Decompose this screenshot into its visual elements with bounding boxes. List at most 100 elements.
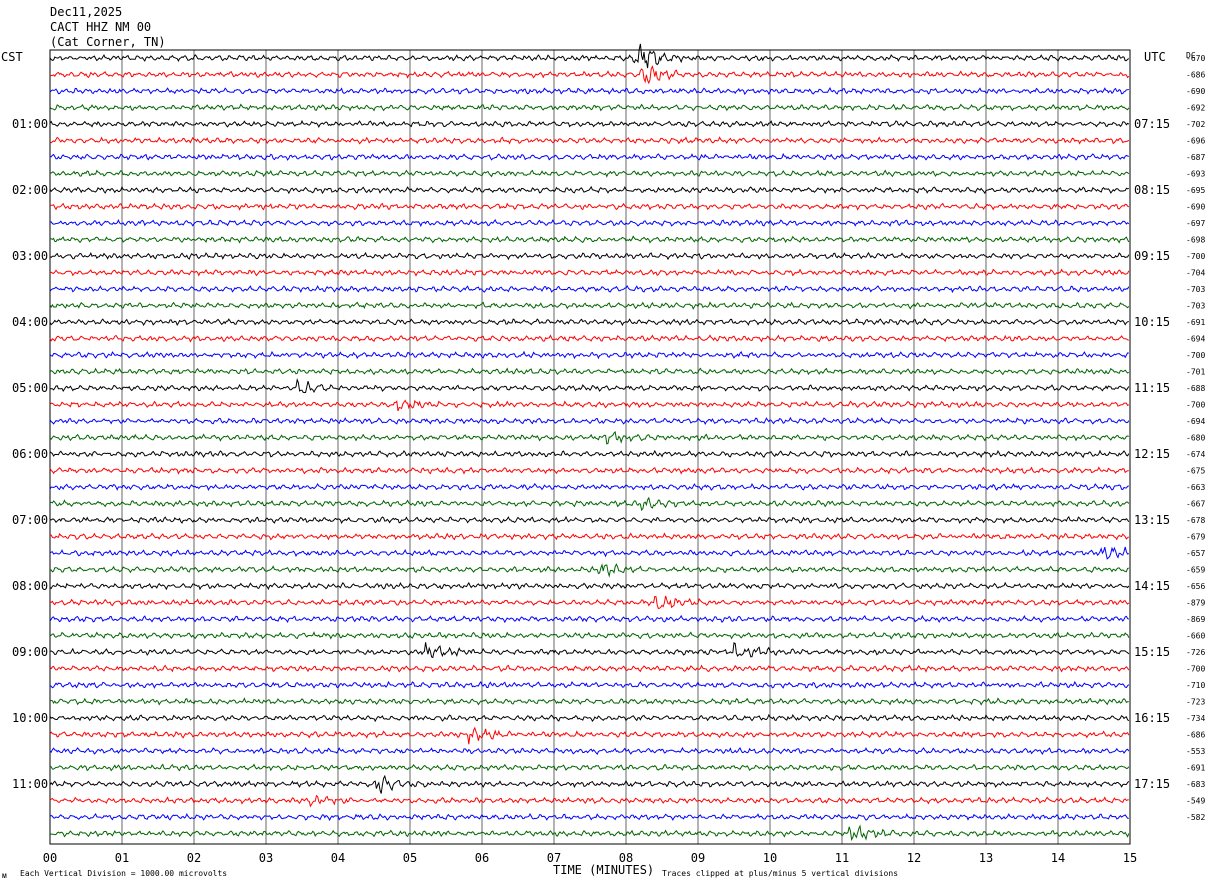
location-label: (Cat Corner, TN) [50, 35, 166, 49]
dc-value-label: -675 [1186, 467, 1205, 476]
trace-row-17 [49, 334, 1129, 343]
cst-label: 05:00 [12, 381, 48, 395]
trace-row-41 [49, 726, 1130, 745]
trace-row-33 [49, 595, 1130, 610]
plot-frame [49, 49, 1131, 845]
x-tick-label: 06 [475, 851, 489, 865]
dc-value-label: -702 [1186, 120, 1205, 129]
dc-value-label: -679 [1186, 533, 1205, 542]
trace-row-47 [49, 824, 1130, 842]
trace-row-4 [49, 119, 1130, 128]
dc-value-label: -696 [1186, 137, 1205, 146]
utc-label: 17:15 [1134, 777, 1170, 791]
cst-axis-label: CST [1, 50, 23, 64]
utc-label: 11:15 [1134, 381, 1170, 395]
dc-value-label: -869 [1186, 615, 1205, 624]
dc-value-label: -690 [1186, 87, 1205, 96]
utc-label: 09:15 [1134, 249, 1170, 263]
dc-value-label: -553 [1186, 747, 1205, 756]
utc-label: 15:15 [1134, 645, 1170, 659]
dc-value-label: -700 [1186, 252, 1205, 261]
dc-value-label: -723 [1186, 698, 1205, 707]
trace-row-44 [49, 774, 1130, 794]
trace-row-6 [49, 152, 1129, 161]
trace-row-26 [49, 482, 1129, 491]
trace-row-2 [49, 87, 1129, 96]
trace-row-45 [49, 794, 1129, 808]
dc-value-label: -656 [1186, 582, 1205, 591]
x-tick-label: 01 [115, 851, 129, 865]
station-label: CACT HHZ NM 00 [50, 20, 151, 34]
dc-value-label: -694 [1186, 335, 1205, 344]
utc-label: 10:15 [1134, 315, 1170, 329]
trace-row-39 [49, 697, 1129, 706]
utc-label: 14:15 [1134, 579, 1170, 593]
dc-value-label: -692 [1186, 104, 1205, 113]
x-tick-label: 00 [43, 851, 57, 865]
dc-value-label: -726 [1186, 648, 1205, 657]
trace-row-3 [49, 103, 1130, 112]
dc-value-label: -667 [1186, 500, 1205, 509]
dc-value-label: -674 [1186, 450, 1205, 459]
cst-label: 03:00 [12, 249, 48, 263]
dc-axis-label: DC [1186, 51, 1196, 60]
trace-row-29 [49, 532, 1130, 541]
trace-row-32 [49, 581, 1130, 591]
x-tick-label: 02 [187, 851, 201, 865]
trace-row-46 [49, 812, 1129, 822]
footer-right-note: Traces clipped at plus/minus 5 vertical … [662, 869, 898, 878]
x-tick-label: 14 [1051, 851, 1065, 865]
dc-value-label: -697 [1186, 219, 1205, 228]
cst-label: 07:00 [12, 513, 48, 527]
trace-row-31 [49, 563, 1129, 578]
dc-value-label: -710 [1186, 681, 1205, 690]
dc-value-label: -663 [1186, 483, 1205, 492]
trace-row-9 [49, 202, 1130, 211]
trace-row-35 [49, 631, 1130, 640]
dc-value-label: -678 [1186, 516, 1205, 525]
cst-label: 04:00 [12, 315, 48, 329]
trace-row-23 [49, 431, 1129, 445]
utc-axis-label: UTC [1144, 50, 1166, 64]
trace-row-27 [49, 496, 1130, 512]
footer-left-note: Each Vertical Division = 1000.00 microvo… [20, 869, 227, 878]
x-tick-label: 11 [835, 851, 849, 865]
trace-row-16 [49, 318, 1129, 327]
utc-label: 08:15 [1134, 183, 1170, 197]
dc-value-label: -657 [1186, 549, 1205, 558]
trace-row-21 [49, 399, 1130, 412]
dc-value-label: -700 [1186, 351, 1205, 360]
dc-value-label: -734 [1186, 714, 1205, 723]
trace-row-37 [49, 664, 1130, 673]
x-tick-labels: 00 01 02 03 04 05 06 07 08 09 10 11 12 13 14 15 [43, 851, 1137, 865]
dc-value-label: -549 [1186, 797, 1205, 806]
x-axis-title: TIME (MINUTES) [553, 863, 654, 877]
dc-value-label: -680 [1186, 434, 1205, 443]
cst-hour-labels: 01:00 02:00 03:00 04:00 05:00 06:00 07:00 08:00… [12, 117, 48, 791]
trace-row-36 [49, 642, 1130, 659]
logo-mark: ᴍ [2, 871, 7, 880]
dc-value-label: -695 [1186, 186, 1205, 195]
dc-value-label: -683 [1186, 780, 1205, 789]
dc-value-label: -700 [1186, 665, 1205, 674]
x-tick-label: 09 [691, 851, 705, 865]
trace-row-8 [49, 185, 1129, 195]
utc-label: 16:15 [1134, 711, 1170, 725]
dc-value-label: -660 [1186, 632, 1205, 641]
x-tick-label: 10 [763, 851, 777, 865]
trace-row-38 [49, 680, 1130, 689]
trace-row-28 [49, 515, 1130, 525]
dc-value-label: -703 [1186, 302, 1205, 311]
dc-value-label: -582 [1186, 813, 1205, 822]
dc-value-label: -688 [1186, 384, 1205, 393]
x-tick-label: 13 [979, 851, 993, 865]
trace-row-22 [49, 416, 1130, 425]
dc-value-label: -659 [1186, 566, 1205, 575]
trace-row-34 [49, 614, 1130, 624]
dc-value-label: -693 [1186, 170, 1205, 179]
dc-value-label: -700 [1186, 401, 1205, 410]
cst-label: 02:00 [12, 183, 48, 197]
trace-row-11 [49, 235, 1130, 244]
dc-value-label: -687 [1186, 153, 1205, 162]
